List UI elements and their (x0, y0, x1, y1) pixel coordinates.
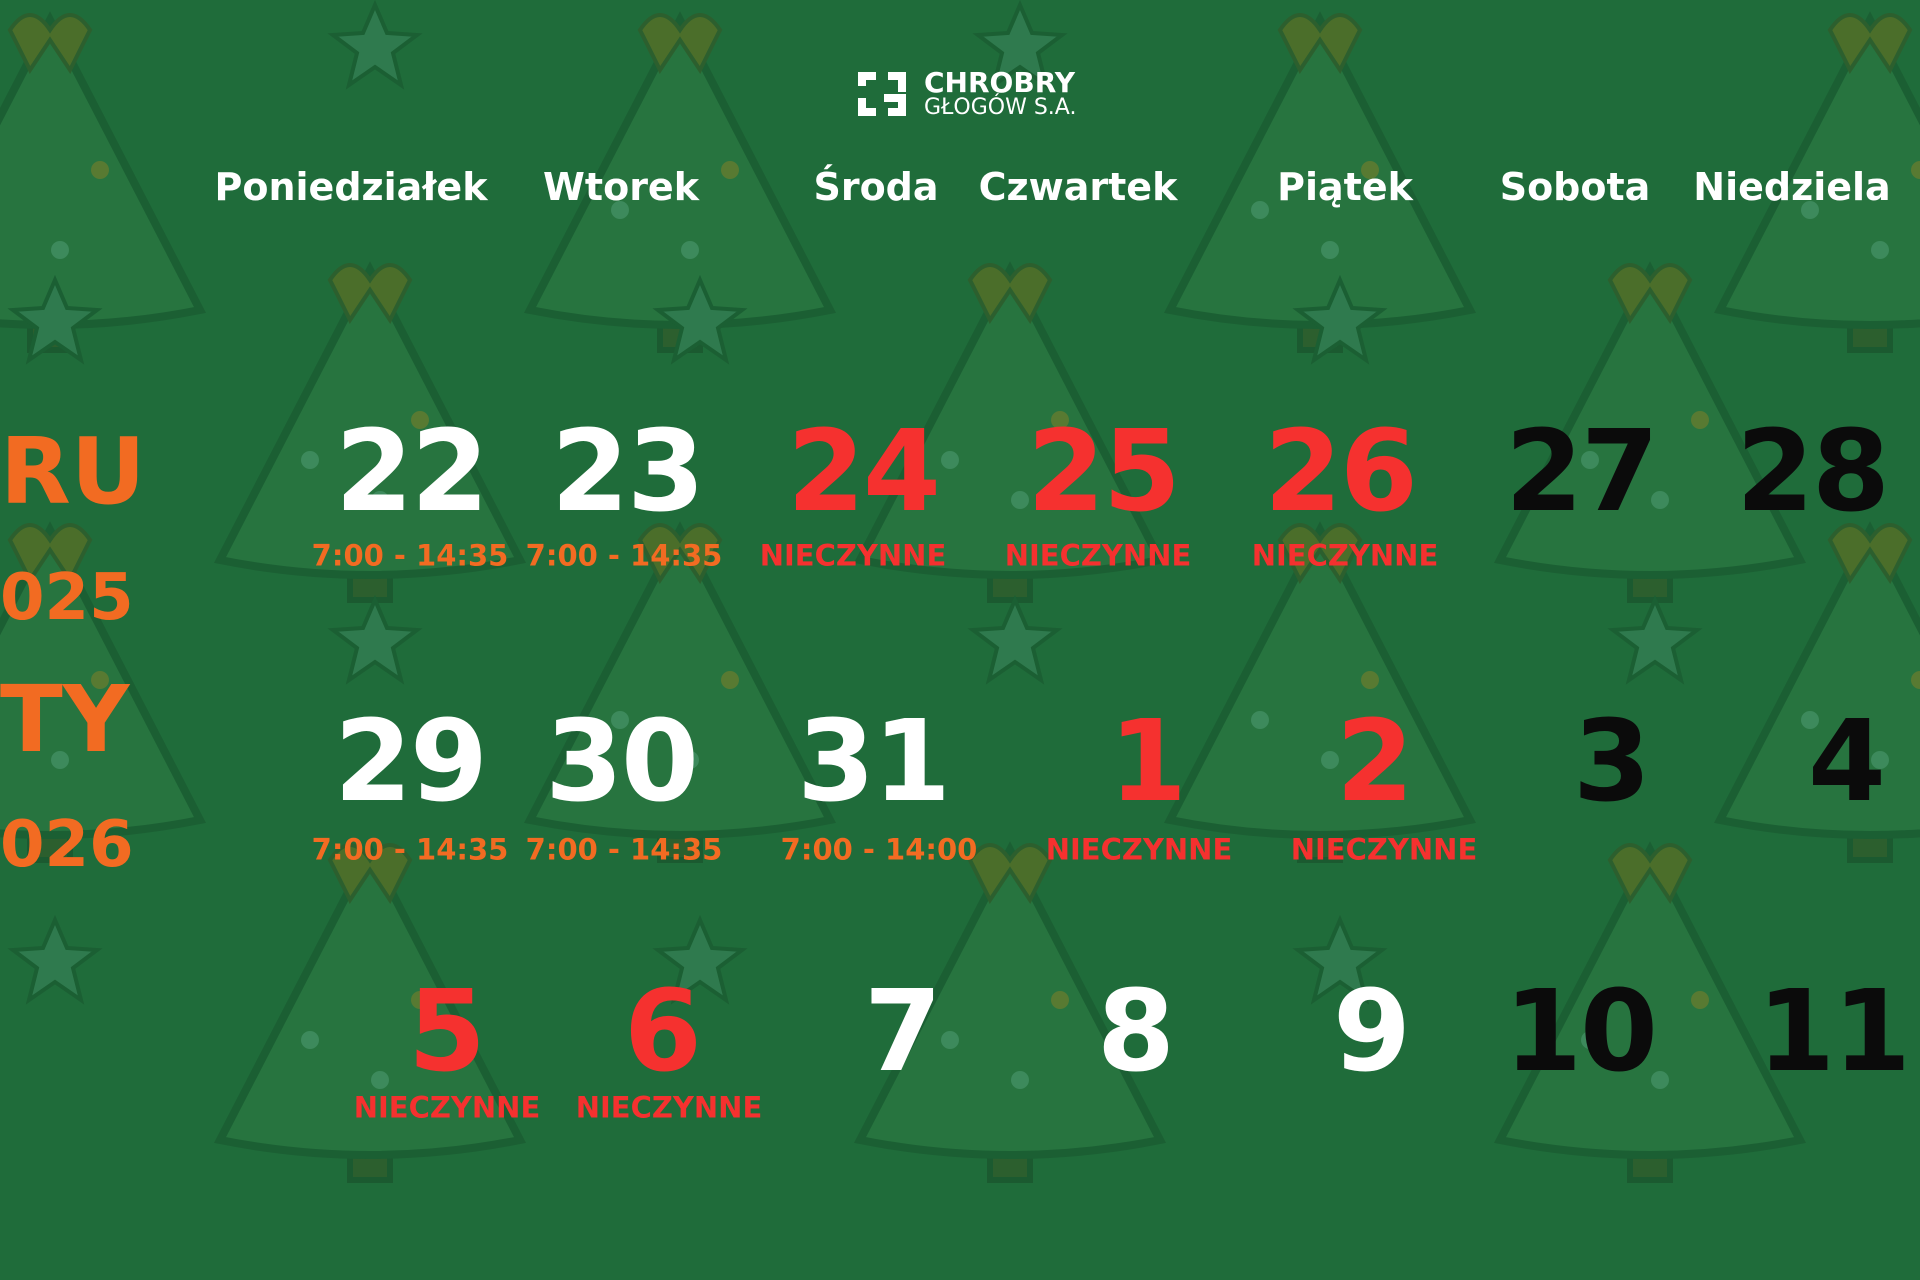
star-icon (1292, 274, 1388, 365)
chrobry-logo-icon (858, 72, 906, 116)
closed-label: NIECZYNNE (1251, 538, 1439, 573)
opening-hours: 7:00 - 14:35 (311, 538, 509, 573)
day-number: 29 (334, 697, 488, 827)
tree-icon (0, 521, 206, 863)
logo: CHROBRY GŁOGÓW S.A. (852, 64, 1076, 124)
tree-icon (1164, 521, 1476, 863)
opening-hours: 7:00 - 14:00 (780, 832, 978, 867)
day-number: 7 (864, 967, 942, 1097)
month-label-fragment: TY (0, 666, 130, 773)
star-icon (327, 594, 423, 685)
day-number: 11 (1757, 967, 1911, 1097)
opening-hours: 7:00 - 14:35 (525, 538, 723, 573)
closed-label: NIECZYNNE (353, 1090, 541, 1125)
day-number: 3 (1573, 697, 1651, 827)
day-number: 23 (551, 407, 705, 537)
tree-icon (1714, 11, 1920, 353)
closed-label: NIECZYNNE (575, 1090, 763, 1125)
tree-icon (1494, 261, 1806, 603)
year-label-fragment: 025 (0, 561, 134, 635)
day-number: 5 (408, 967, 486, 1097)
weekday-header: Sobota (1499, 165, 1651, 209)
closed-label: NIECZYNNE (1290, 832, 1478, 867)
day-number: 27 (1505, 407, 1659, 537)
star-icon (967, 594, 1063, 685)
tree-icon (214, 261, 526, 603)
year-label-fragment: 026 (0, 808, 134, 882)
day-number: 9 (1333, 967, 1411, 1097)
weekday-header: Poniedziałek (214, 165, 488, 209)
closed-label: NIECZYNNE (759, 538, 947, 573)
closed-label: NIECZYNNE (1004, 538, 1192, 573)
logo-subtitle: GŁOGÓW S.A. (924, 95, 1077, 120)
star-icon (652, 274, 748, 365)
day-number: 2 (1336, 697, 1414, 827)
day-number: 28 (1736, 407, 1890, 537)
weekday-header: Niedziela (1693, 165, 1891, 209)
day-number: 22 (335, 407, 489, 537)
closed-label: NIECZYNNE (1045, 832, 1233, 867)
tree-icon (524, 521, 836, 863)
weekday-header: Piątek (1277, 165, 1413, 209)
star-icon (7, 274, 103, 365)
day-number: 4 (1808, 697, 1886, 827)
day-number: 26 (1264, 407, 1418, 537)
tree-icon (214, 841, 526, 1183)
day-number: 6 (624, 967, 702, 1097)
logo-name: CHROBRY (924, 66, 1075, 99)
star-icon (1292, 914, 1388, 1005)
tree-icon (1714, 521, 1920, 863)
tree-icon (854, 841, 1166, 1183)
opening-hours: 7:00 - 14:35 (525, 832, 723, 867)
day-number: 30 (545, 697, 699, 827)
tree-icon (1494, 841, 1806, 1183)
day-number: 25 (1027, 407, 1181, 537)
star-icon (7, 914, 103, 1005)
star-icon (652, 914, 748, 1005)
tree-icon (1164, 11, 1476, 353)
day-number: 1 (1109, 697, 1187, 827)
star-icon (1607, 594, 1703, 685)
day-number: 10 (1504, 967, 1658, 1097)
day-number: 24 (787, 407, 941, 537)
star-icon (327, 0, 423, 90)
month-label-fragment: RU (0, 418, 146, 525)
tree-icon (854, 261, 1166, 603)
opening-hours: 7:00 - 14:35 (311, 832, 509, 867)
weekday-header: Wtorek (543, 165, 699, 209)
tree-icon (0, 11, 206, 353)
day-number: 31 (797, 697, 951, 827)
weekday-header: Środa (813, 165, 939, 209)
star-icon (972, 0, 1068, 90)
weekday-header: Czwartek (978, 165, 1178, 209)
day-number: 8 (1097, 967, 1175, 1097)
